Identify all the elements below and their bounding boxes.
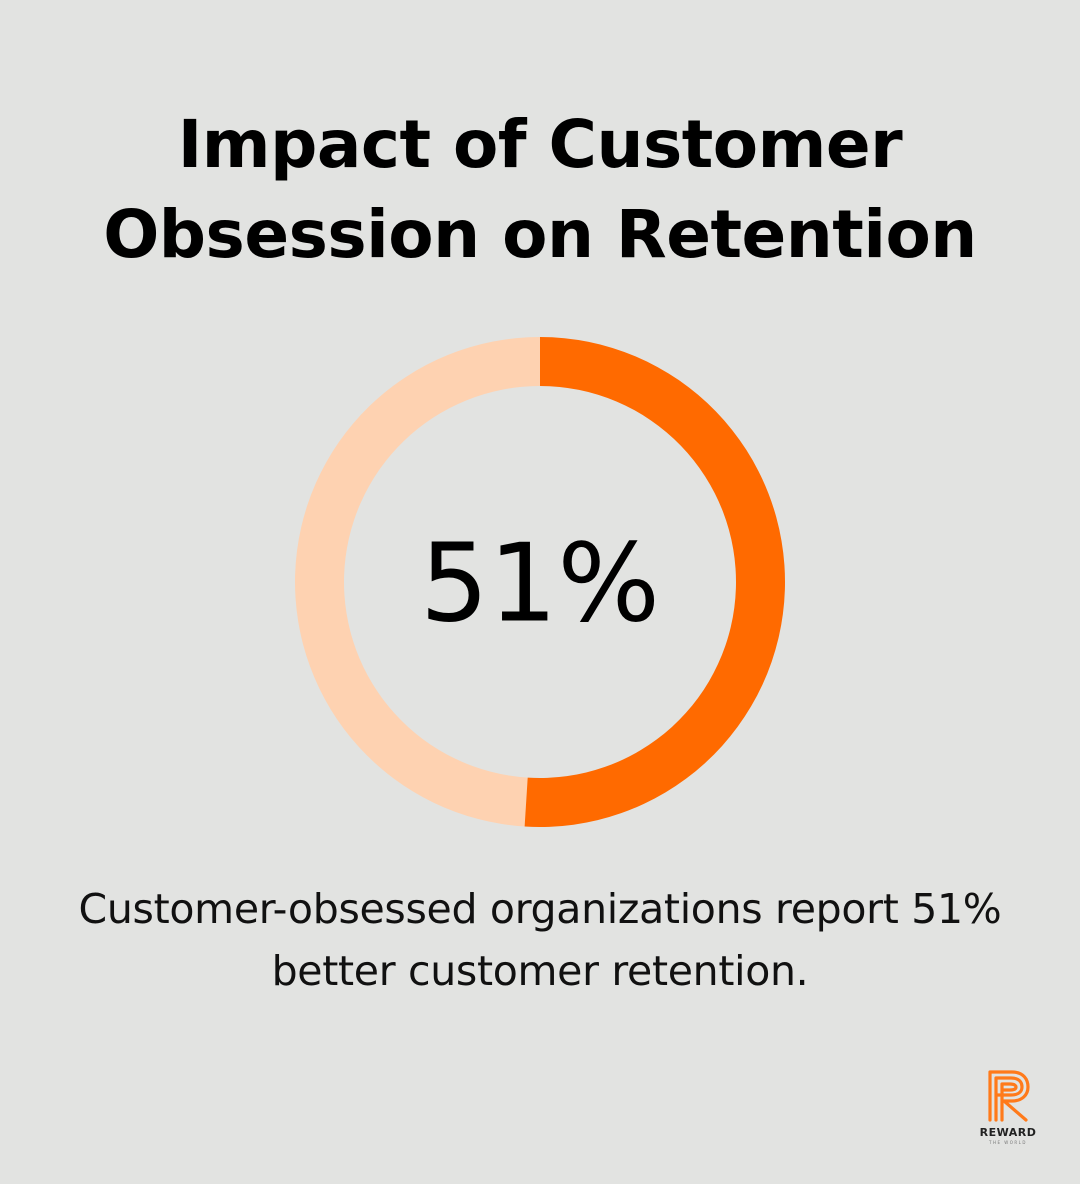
brand-logo: REWARD THE WORLD — [968, 1066, 1048, 1152]
donut-segment-value — [524, 337, 786, 827]
donut-segment-remainder — [295, 337, 540, 827]
logo-tagline: THE WORLD — [989, 1140, 1027, 1145]
chart-caption: Customer-obsessed organizations report 5… — [78, 885, 1002, 995]
reward-r-icon — [988, 1070, 1030, 1122]
chart-title: Impact of Customer Obsession on Retentio… — [103, 106, 977, 273]
donut-center-label: 51% — [420, 522, 660, 647]
donut-chart: 51% — [295, 337, 786, 827]
logo-wordmark: REWARD — [979, 1126, 1037, 1139]
